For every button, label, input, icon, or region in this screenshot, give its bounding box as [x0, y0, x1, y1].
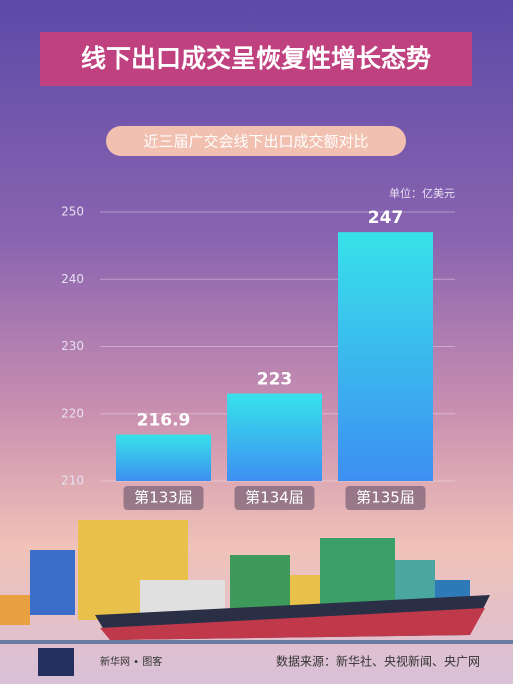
- bar: [227, 393, 322, 481]
- chart-subtitle: 近三届广交会线下出口成交额对比: [143, 133, 368, 151]
- value-label: 223: [257, 370, 293, 390]
- x-tick-label: 第134届: [245, 489, 304, 507]
- x-tick-label: 第135届: [356, 489, 415, 507]
- source: 数据来源：新华社、央视新闻、央广网: [276, 654, 480, 669]
- y-tick-label: 240: [61, 272, 84, 286]
- y-tick-label: 210: [61, 474, 84, 488]
- brand: 新华网 • 图客: [100, 655, 162, 668]
- bar: [338, 232, 433, 481]
- value-label: 247: [368, 208, 404, 228]
- y-tick-label: 220: [61, 406, 84, 420]
- unit-label: 单位：亿美元: [389, 186, 455, 200]
- chart-title: 线下出口成交呈恢复性增长态势: [81, 44, 431, 73]
- title-banner: [40, 32, 472, 86]
- x-label-bg: [345, 486, 426, 510]
- ship-illustration: [0, 520, 513, 676]
- x-label-bg: [123, 486, 204, 510]
- y-tick-label: 250: [61, 205, 84, 219]
- x-label-bg: [234, 486, 315, 510]
- x-tick-label: 第133届: [134, 489, 193, 507]
- value-label: 216.9: [137, 411, 191, 431]
- y-tick-label: 230: [61, 339, 84, 353]
- bar: [116, 434, 211, 481]
- plot: 210 220 230 240 250 第133届 216.9 第134届 223 第135届 24…: [61, 205, 455, 510]
- subtitle-pill: [106, 126, 406, 156]
